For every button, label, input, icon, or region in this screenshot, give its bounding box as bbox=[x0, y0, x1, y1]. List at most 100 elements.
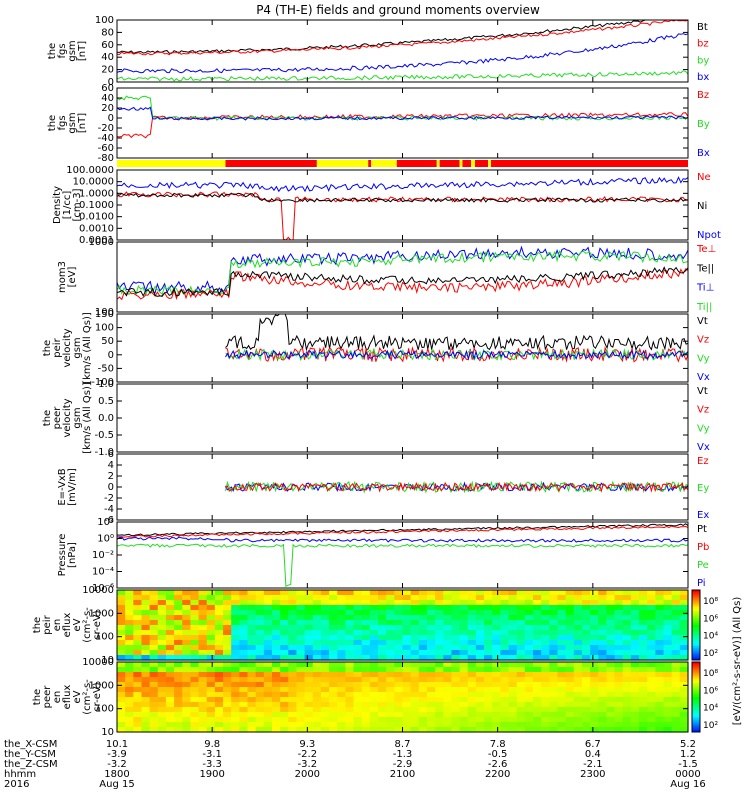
heatmap-cell bbox=[679, 625, 689, 631]
heatmap-cell bbox=[647, 650, 656, 656]
heatmap-cell bbox=[622, 707, 632, 713]
xaxis-value: 1.2 bbox=[680, 749, 696, 760]
heatmap-cell bbox=[614, 600, 624, 606]
heatmap-cell bbox=[484, 677, 493, 683]
heatmap-cell bbox=[663, 717, 673, 723]
heatmap-cell bbox=[598, 682, 608, 688]
heatmap-cell bbox=[304, 595, 314, 601]
heatmap-cell bbox=[206, 707, 216, 713]
heatmap-cell bbox=[475, 697, 485, 703]
heatmap-cell bbox=[369, 727, 379, 733]
fgs-gsm-magnitude-tick-label: 80 bbox=[101, 27, 114, 38]
heatmap-cell bbox=[386, 650, 395, 656]
heatmap-cell bbox=[206, 655, 216, 661]
heatmap-cell bbox=[459, 595, 469, 601]
heatmap-cell bbox=[402, 662, 412, 668]
heatmap-cell bbox=[663, 722, 673, 728]
heatmap-cell bbox=[174, 682, 183, 688]
colorbar-tick-label: 10⁸ bbox=[703, 597, 718, 607]
heatmap-cell bbox=[581, 712, 591, 718]
heatmap-cell bbox=[622, 667, 632, 673]
heatmap-cell bbox=[337, 727, 346, 733]
heatmap-cell bbox=[329, 727, 338, 733]
heatmap-cell bbox=[639, 722, 648, 728]
heatmap-cell bbox=[239, 605, 249, 611]
peir-eflux-ylabel-line: peir bbox=[42, 614, 53, 634]
heatmap-cell bbox=[141, 697, 151, 703]
xaxis-row-label: the_X-CSM bbox=[4, 739, 57, 750]
heatmap-cell bbox=[312, 630, 322, 636]
heatmap-cell bbox=[312, 667, 322, 673]
heatmap-cell bbox=[206, 712, 216, 718]
heatmap-cell bbox=[410, 722, 420, 728]
colorbar-cell bbox=[692, 722, 700, 726]
heatmap-cell bbox=[263, 712, 273, 718]
heatmap-cell bbox=[337, 707, 346, 713]
heatmap-cell bbox=[655, 687, 665, 693]
heatmap-cell bbox=[622, 635, 632, 641]
heatmap-cell bbox=[312, 595, 322, 601]
heatmap-cell bbox=[320, 687, 330, 693]
heatmap-cell bbox=[541, 682, 550, 688]
heatmap-cell bbox=[557, 667, 567, 673]
heatmap-cell bbox=[125, 590, 134, 596]
peir-eflux-ylabel-line: (cm²-s- bbox=[82, 607, 93, 643]
heatmap-cell bbox=[573, 672, 583, 678]
heatmap-cell bbox=[541, 702, 550, 708]
heatmap-cell bbox=[378, 727, 387, 733]
heatmap-cell bbox=[647, 667, 656, 673]
heatmap-cell bbox=[231, 610, 240, 616]
heatmap-cell bbox=[182, 595, 192, 601]
heatmap-cell bbox=[304, 645, 314, 651]
heatmap-cell bbox=[133, 605, 143, 611]
peir-velocity-legend-Vy: Vy bbox=[697, 353, 710, 364]
heatmap-cell bbox=[426, 722, 436, 728]
heatmap-cell bbox=[125, 712, 134, 718]
heatmap-cell bbox=[630, 605, 640, 611]
heatmap-cell bbox=[655, 667, 665, 673]
xaxis-value: 2300 bbox=[580, 769, 605, 780]
heatmap-cell bbox=[557, 707, 567, 713]
heatmap-cell bbox=[280, 672, 289, 678]
heatmap-cell bbox=[157, 702, 167, 708]
heatmap-cell bbox=[263, 615, 273, 621]
heatmap-cell bbox=[231, 707, 240, 713]
heatmap-cell bbox=[418, 655, 428, 661]
heatmap-cell bbox=[345, 667, 355, 673]
heatmap-cell bbox=[386, 615, 395, 621]
heatmap-cell bbox=[304, 707, 314, 713]
heatmap-cell bbox=[679, 630, 689, 636]
heatmap-cell bbox=[581, 727, 591, 733]
heatmap-cell bbox=[149, 727, 159, 733]
heatmap-cell bbox=[418, 635, 428, 641]
heatmap-cell bbox=[410, 662, 420, 668]
heatmap-cell bbox=[271, 640, 281, 646]
heatmap-cell bbox=[663, 650, 673, 656]
colorbar-cell bbox=[692, 655, 700, 659]
heatmap-cell bbox=[231, 682, 240, 688]
heatmap-cell bbox=[508, 635, 518, 641]
heatmap-cell bbox=[500, 625, 510, 631]
heatmap-cell bbox=[394, 620, 404, 626]
peer-velocity-tick-label: 0.5 bbox=[98, 396, 114, 407]
heatmap-cell bbox=[524, 630, 534, 636]
heatmap-cell bbox=[426, 692, 436, 698]
heatmap-cell bbox=[141, 645, 151, 651]
heatmap-cell bbox=[565, 692, 575, 698]
heatmap-cell bbox=[271, 615, 281, 621]
heatmap-cell bbox=[157, 645, 167, 651]
heatmap-cell bbox=[149, 605, 159, 611]
heatmap-cell bbox=[549, 640, 559, 646]
peer-eflux-ylabel-line: eflux bbox=[62, 685, 73, 710]
heatmap-cell bbox=[141, 640, 151, 646]
heatmap-cell bbox=[647, 620, 656, 626]
mode-segment bbox=[439, 160, 460, 167]
heatmap-cell bbox=[190, 600, 200, 606]
heatmap-cell bbox=[614, 667, 624, 673]
heatmap-cell bbox=[280, 712, 289, 718]
heatmap-cell bbox=[312, 707, 322, 713]
heatmap-cell bbox=[516, 712, 526, 718]
heatmap-cell bbox=[459, 610, 469, 616]
heatmap-cell bbox=[182, 707, 192, 713]
heatmap-cell bbox=[288, 717, 298, 723]
